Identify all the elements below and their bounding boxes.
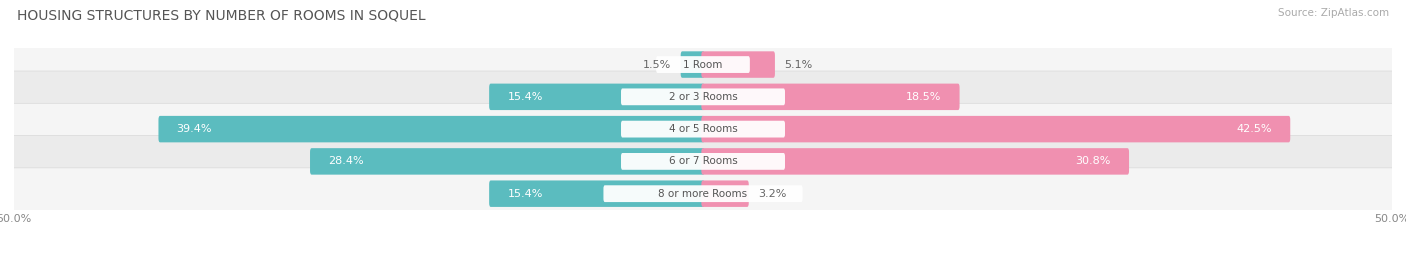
FancyBboxPatch shape xyxy=(10,103,1396,155)
Text: 2 or 3 Rooms: 2 or 3 Rooms xyxy=(669,92,737,102)
Text: 6 or 7 Rooms: 6 or 7 Rooms xyxy=(669,156,737,167)
FancyBboxPatch shape xyxy=(702,180,749,207)
Text: 3.2%: 3.2% xyxy=(758,189,786,199)
FancyBboxPatch shape xyxy=(489,84,704,110)
Text: 42.5%: 42.5% xyxy=(1236,124,1272,134)
Text: 15.4%: 15.4% xyxy=(508,92,543,102)
Text: 1 Room: 1 Room xyxy=(683,59,723,70)
Text: 39.4%: 39.4% xyxy=(177,124,212,134)
Text: 1.5%: 1.5% xyxy=(643,59,671,70)
FancyBboxPatch shape xyxy=(10,136,1396,187)
Text: 28.4%: 28.4% xyxy=(328,156,364,167)
FancyBboxPatch shape xyxy=(702,84,959,110)
Text: 15.4%: 15.4% xyxy=(508,189,543,199)
Text: 8 or more Rooms: 8 or more Rooms xyxy=(658,189,748,199)
FancyBboxPatch shape xyxy=(657,56,749,73)
FancyBboxPatch shape xyxy=(603,185,803,202)
FancyBboxPatch shape xyxy=(10,168,1396,220)
FancyBboxPatch shape xyxy=(681,51,704,78)
Text: 18.5%: 18.5% xyxy=(905,92,942,102)
FancyBboxPatch shape xyxy=(489,180,704,207)
FancyBboxPatch shape xyxy=(10,71,1396,123)
FancyBboxPatch shape xyxy=(702,51,775,78)
FancyBboxPatch shape xyxy=(621,89,785,105)
FancyBboxPatch shape xyxy=(10,39,1396,90)
Text: Source: ZipAtlas.com: Source: ZipAtlas.com xyxy=(1278,8,1389,18)
Text: 30.8%: 30.8% xyxy=(1076,156,1111,167)
FancyBboxPatch shape xyxy=(159,116,704,142)
FancyBboxPatch shape xyxy=(621,153,785,170)
FancyBboxPatch shape xyxy=(311,148,704,175)
FancyBboxPatch shape xyxy=(621,121,785,137)
Text: HOUSING STRUCTURES BY NUMBER OF ROOMS IN SOQUEL: HOUSING STRUCTURES BY NUMBER OF ROOMS IN… xyxy=(17,8,426,22)
Text: 5.1%: 5.1% xyxy=(785,59,813,70)
Text: 4 or 5 Rooms: 4 or 5 Rooms xyxy=(669,124,737,134)
FancyBboxPatch shape xyxy=(702,116,1291,142)
FancyBboxPatch shape xyxy=(702,148,1129,175)
